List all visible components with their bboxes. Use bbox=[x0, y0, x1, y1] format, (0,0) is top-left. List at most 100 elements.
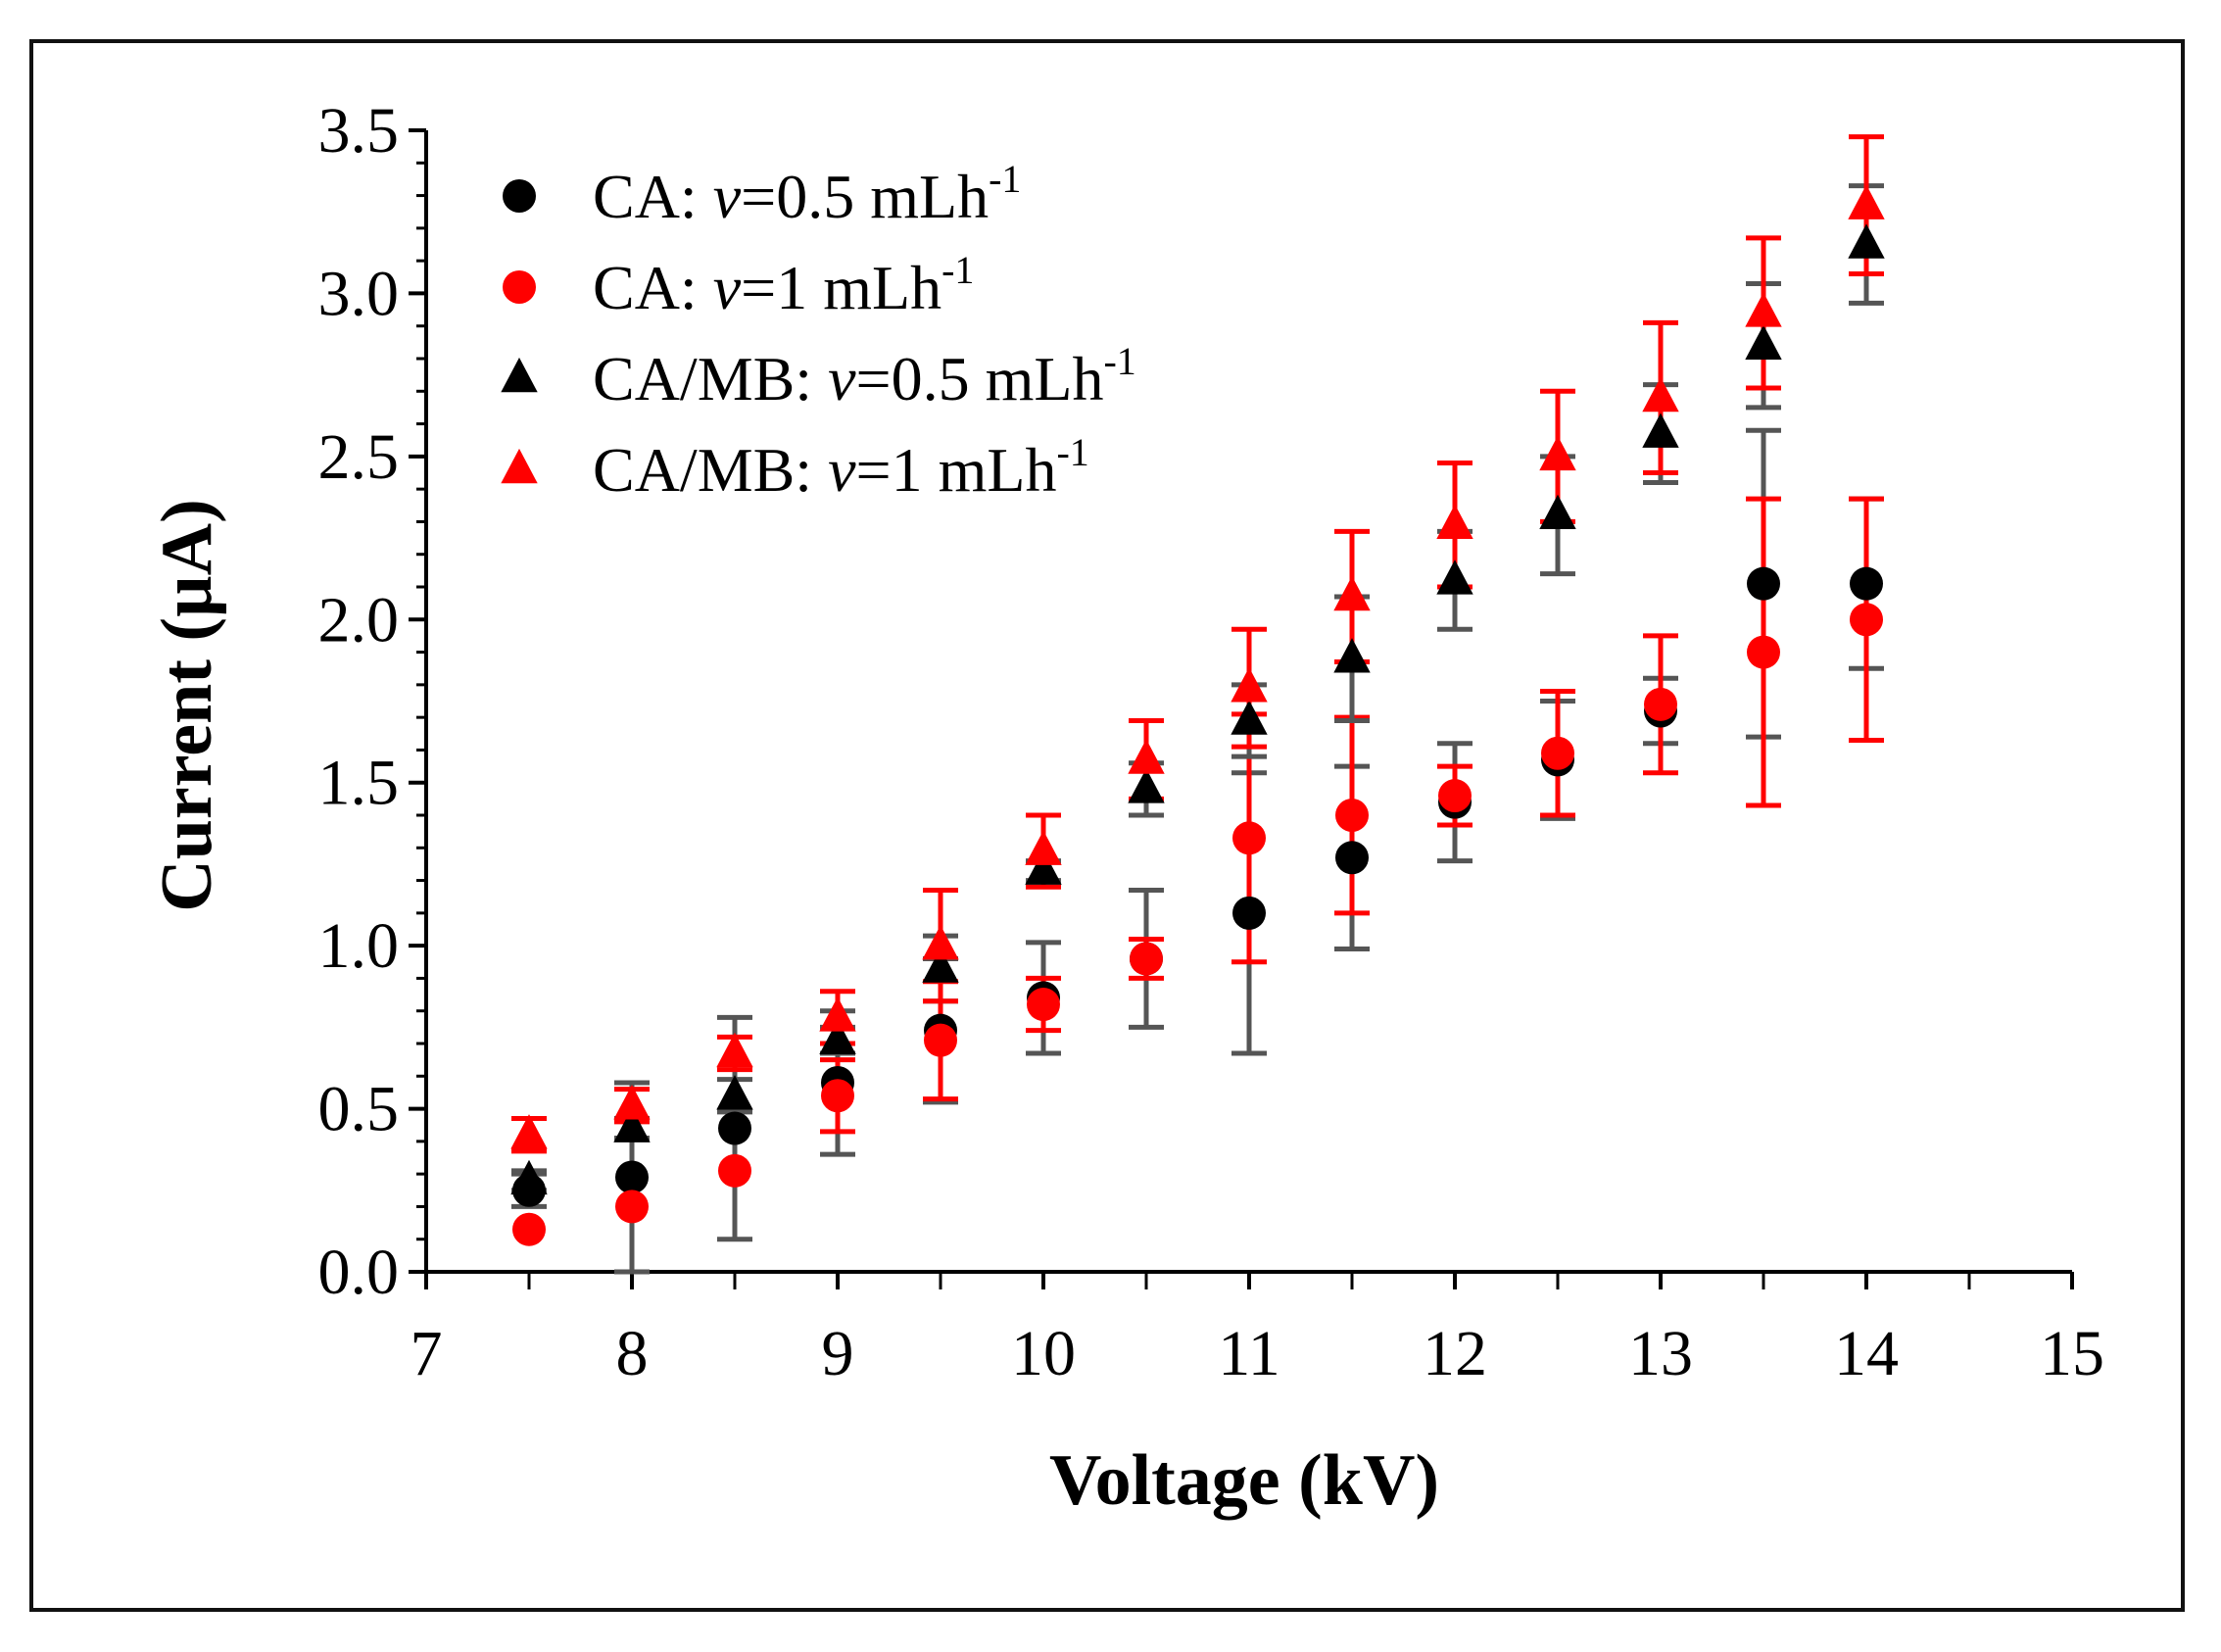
y-axis-title: Current (µA) bbox=[147, 499, 227, 911]
camb-1-point bbox=[922, 925, 959, 960]
camb-05-point bbox=[1025, 850, 1062, 885]
camb-05-point bbox=[1128, 768, 1165, 803]
legend-label-value: =0.5 mLh bbox=[855, 344, 1103, 413]
ca-1-point bbox=[821, 1079, 854, 1113]
camb-1-point bbox=[716, 1032, 753, 1068]
legend-marker-ca-05 bbox=[503, 179, 536, 213]
legend-marker-ca-1 bbox=[503, 270, 536, 304]
camb-1-point bbox=[1436, 504, 1473, 540]
camb-05-point bbox=[510, 1159, 548, 1195]
chart-frame bbox=[29, 39, 2185, 1612]
legend-item-ca-05: CA: v=0.5 mLh-1 bbox=[503, 157, 1021, 231]
data-markers bbox=[510, 184, 1885, 1246]
legend-label-prefix: CA/MB: bbox=[593, 435, 828, 505]
camb-1-point bbox=[1231, 667, 1268, 703]
ca-1-point bbox=[1335, 799, 1369, 832]
x-tick-label: 12 bbox=[1423, 1318, 1487, 1389]
x-tick-label: 10 bbox=[1011, 1318, 1076, 1389]
camb-05-point bbox=[716, 1075, 753, 1110]
x-tick-label: 11 bbox=[1218, 1318, 1280, 1389]
camb-1-point bbox=[1128, 739, 1165, 774]
x-tick-label: 14 bbox=[1834, 1318, 1899, 1389]
x-tick-label: 7 bbox=[410, 1318, 443, 1389]
ca-1-point bbox=[512, 1212, 546, 1246]
legend-label-superscript: -1 bbox=[1056, 430, 1088, 474]
ca-1-point bbox=[1644, 687, 1677, 721]
camb-1-point bbox=[1848, 184, 1885, 219]
legend-item-camb-05: CA/MB: v=0.5 mLh-1 bbox=[501, 339, 1136, 413]
ca-1-point bbox=[1541, 736, 1574, 770]
ca-05-point bbox=[1747, 566, 1780, 601]
camb-05-point bbox=[922, 947, 959, 983]
camb-1-point bbox=[1333, 575, 1371, 611]
ca-1-point bbox=[1232, 821, 1266, 855]
legend-label-ca-1: CA: v=1 mLh-1 bbox=[593, 248, 974, 322]
x-axis-title: Voltage (kV) bbox=[1049, 1440, 1439, 1521]
camb-1-point bbox=[1539, 435, 1576, 471]
y-tick-label: 0.0 bbox=[318, 1237, 400, 1308]
legend-label-value: =1 mLh bbox=[855, 435, 1056, 505]
ca-05-point bbox=[615, 1160, 649, 1194]
ca-1-point bbox=[1130, 942, 1163, 976]
y-tick-label: 2.5 bbox=[318, 421, 400, 493]
y-tick-label: 3.5 bbox=[318, 95, 400, 167]
camb-05-point bbox=[1333, 638, 1371, 673]
legend-label-value: =1 mLh bbox=[741, 253, 942, 322]
legend: CA: v=0.5 mLh-1CA: v=1 mLh-1CA/MB: v=0.5… bbox=[501, 157, 1136, 505]
ca-1-point bbox=[615, 1190, 649, 1224]
ca-05-point bbox=[1232, 896, 1266, 930]
camb-05-point bbox=[819, 1019, 856, 1054]
camb-05-point bbox=[1745, 324, 1782, 360]
camb-1-point bbox=[1642, 376, 1679, 413]
camb-05-point bbox=[613, 1107, 651, 1142]
x-tick-label: 13 bbox=[1628, 1318, 1693, 1389]
y-tick-label: 2.0 bbox=[318, 584, 400, 656]
legend-label-camb-1: CA/MB: v=1 mLh-1 bbox=[593, 430, 1089, 505]
legend-label-superscript: -1 bbox=[989, 157, 1021, 201]
axes: 7 8 9 10 11 12 13 14 15 0.0 0.5 1.0 1.5 2.0 2.5 3.0 3.5 bbox=[318, 95, 2105, 1389]
camb-1-point bbox=[819, 996, 856, 1032]
camb-05-point bbox=[1231, 700, 1268, 735]
camb-05-point bbox=[1848, 223, 1885, 259]
legend-item-ca-1: CA: v=1 mLh-1 bbox=[503, 248, 974, 322]
ca-1-point bbox=[718, 1153, 751, 1188]
ca-1-point bbox=[1027, 988, 1060, 1022]
legend-label-camb-05: CA/MB: v=0.5 mLh-1 bbox=[593, 339, 1136, 413]
camb-1-point bbox=[613, 1085, 651, 1120]
camb-1-point bbox=[1025, 830, 1062, 865]
legend-label-prefix: CA/MB: bbox=[593, 344, 828, 413]
y-tick-label: 1.5 bbox=[318, 748, 400, 819]
legend-label-prefix: CA: bbox=[593, 253, 713, 322]
camb-1-point bbox=[1745, 292, 1782, 327]
ca-1-point bbox=[1850, 603, 1883, 637]
legend-label-value: =0.5 mLh bbox=[741, 162, 989, 231]
legend-label-prefix: CA: bbox=[593, 162, 713, 231]
legend-marker-camb-1 bbox=[501, 448, 538, 484]
legend-marker-camb-05 bbox=[501, 357, 538, 393]
camb-1-point bbox=[510, 1114, 548, 1149]
legend-label-variable: v bbox=[713, 162, 742, 231]
y-tick-label: 0.5 bbox=[318, 1074, 400, 1145]
x-tick-label: 8 bbox=[616, 1318, 649, 1389]
camb-05-point bbox=[1642, 413, 1679, 448]
legend-label-variable: v bbox=[713, 253, 742, 322]
ca-1-point bbox=[1747, 635, 1780, 669]
ca-05-point bbox=[1335, 841, 1369, 875]
ca-05-point bbox=[1850, 566, 1883, 601]
x-tick-label: 15 bbox=[2040, 1318, 2104, 1389]
legend-label-variable: v bbox=[828, 435, 856, 505]
y-tick-label: 1.0 bbox=[318, 910, 400, 982]
legend-label-superscript: -1 bbox=[1103, 339, 1135, 383]
legend-label-superscript: -1 bbox=[942, 248, 974, 292]
legend-item-camb-1: CA/MB: v=1 mLh-1 bbox=[501, 430, 1089, 505]
ca-05-point bbox=[718, 1111, 751, 1145]
ca-1-point bbox=[1438, 779, 1472, 813]
x-tick-label: 9 bbox=[822, 1318, 854, 1389]
legend-label-ca-05: CA: v=0.5 mLh-1 bbox=[593, 157, 1021, 231]
camb-05-point bbox=[1436, 559, 1473, 595]
camb-05-point bbox=[1539, 494, 1576, 530]
y-tick-label: 3.0 bbox=[318, 258, 400, 329]
legend-label-variable: v bbox=[828, 344, 856, 413]
ca-1-point bbox=[924, 1023, 957, 1057]
